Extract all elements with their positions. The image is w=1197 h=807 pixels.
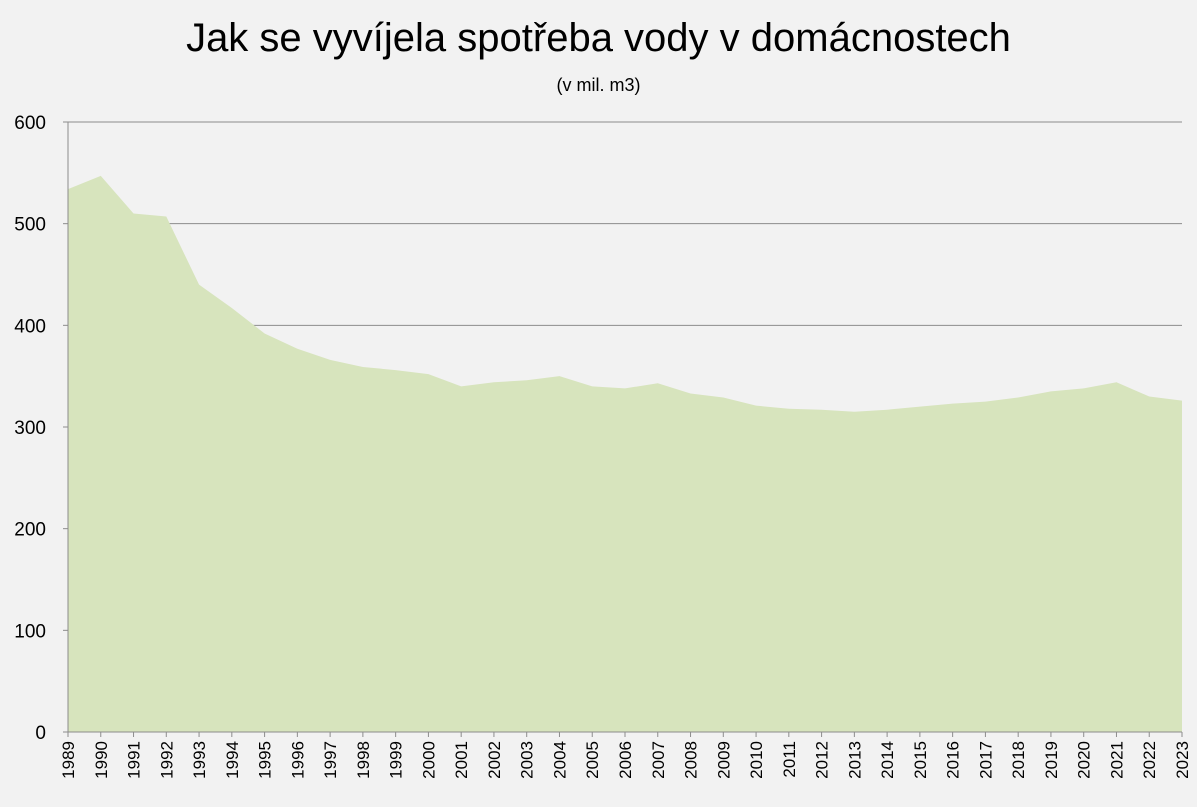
x-tick-labels: 1989 1990 1991 1992 1993 1994 1995 1996 1997 1998… — [59, 741, 1192, 779]
area-fill — [68, 175, 1182, 733]
x-tick-label-2015: 2015 — [911, 741, 930, 779]
chart-subtitle: (v mil. m3) — [556, 75, 641, 95]
y-tick-label-500: 500 — [14, 215, 46, 236]
x-tick-label-2022: 2022 — [1140, 741, 1159, 779]
x-tick-label-2004: 2004 — [550, 741, 569, 779]
x-tick-label-2002: 2002 — [485, 741, 504, 779]
y-tick-labels: 0 100 200 300 400 500 600 — [14, 113, 46, 744]
x-tick-label-2017: 2017 — [976, 741, 995, 779]
x-tick-label-1996: 1996 — [288, 741, 307, 779]
x-tick-label-2013: 2013 — [845, 741, 864, 779]
x-tick-label-2018: 2018 — [1009, 741, 1028, 779]
x-tick-label-2009: 2009 — [714, 741, 733, 779]
x-tick-label-1990: 1990 — [92, 741, 111, 779]
chart-title: Jak se vyvíjela spotřeba vody v domácnos… — [186, 16, 1011, 60]
x-tick-label-1999: 1999 — [387, 741, 406, 779]
x-tick-label-2011: 2011 — [780, 741, 799, 778]
x-tick-label-1994: 1994 — [223, 741, 242, 779]
axes — [63, 121, 1183, 737]
x-tick-label-1995: 1995 — [256, 741, 275, 779]
x-tick-label-1993: 1993 — [190, 741, 209, 779]
y-tick-label-0: 0 — [35, 723, 46, 744]
y-tick-label-100: 100 — [14, 621, 46, 642]
x-tick-label-2008: 2008 — [682, 741, 701, 779]
x-tick-label-2006: 2006 — [616, 741, 635, 779]
y-tick-label-600: 600 — [14, 113, 46, 134]
x-tick-label-2014: 2014 — [878, 741, 897, 779]
x-tick-label-1991: 1991 — [125, 741, 144, 779]
x-tick-label-2000: 2000 — [419, 741, 438, 779]
x-tick-label-2010: 2010 — [747, 741, 766, 779]
x-tick-label-2021: 2021 — [1107, 741, 1126, 779]
x-tick-label-1992: 1992 — [157, 741, 176, 779]
y-tick-label-200: 200 — [14, 520, 46, 541]
x-tick-label-2016: 2016 — [944, 741, 963, 779]
x-tick-label-2012: 2012 — [813, 741, 832, 779]
x-tick-label-1997: 1997 — [321, 741, 340, 779]
x-tick-label-1998: 1998 — [354, 741, 373, 779]
x-tick-label-2020: 2020 — [1075, 741, 1094, 779]
x-tick-label-2007: 2007 — [649, 741, 668, 779]
x-tick-label-1989: 1989 — [59, 741, 78, 779]
area-series — [67, 175, 1183, 733]
y-tick-label-300: 300 — [14, 418, 46, 439]
x-tick-label-2003: 2003 — [518, 741, 537, 779]
x-tick-label-2001: 2001 — [452, 741, 471, 779]
y-tick-label-400: 400 — [14, 316, 46, 337]
x-tick-label-2005: 2005 — [583, 741, 602, 779]
x-tick-label-2023: 2023 — [1173, 741, 1192, 779]
x-tick-label-2019: 2019 — [1042, 741, 1061, 779]
